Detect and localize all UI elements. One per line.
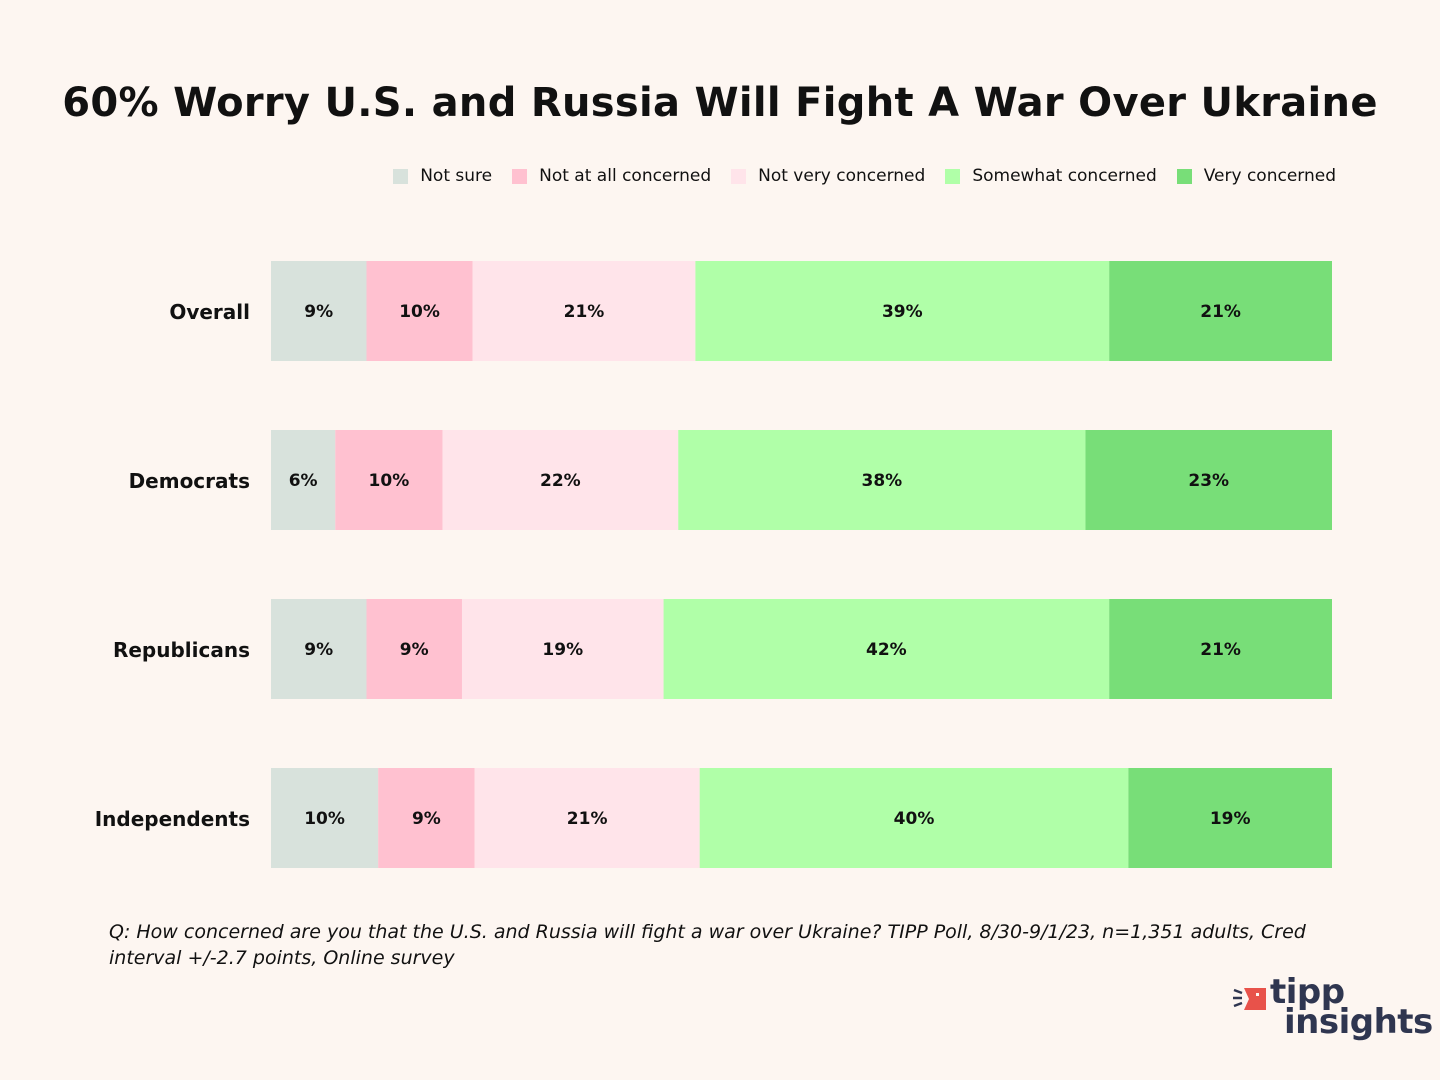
legend-item: Not very concerned: [731, 166, 925, 186]
data-label: 9%: [412, 809, 441, 829]
legend-swatch: [945, 168, 961, 184]
bar-segment: [474, 768, 700, 868]
data-label: 19%: [542, 640, 583, 660]
legend-item: Somewhat concerned: [945, 166, 1157, 186]
logo-text-tipp: tipp: [1270, 972, 1345, 1012]
bar-segment: [472, 261, 696, 361]
data-label: 10%: [399, 302, 440, 322]
data-label: 21%: [1200, 302, 1241, 322]
data-label: 9%: [400, 640, 429, 660]
legend-swatch: [1176, 168, 1192, 184]
data-label: 22%: [540, 471, 581, 491]
legend-label: Somewhat concerned: [972, 166, 1157, 186]
legend-swatch: [731, 168, 747, 184]
bar-segment: [271, 768, 379, 868]
bar-segment: [335, 430, 443, 530]
legend: Not sure Not at all concerned Not very con…: [393, 166, 1336, 186]
data-label: 9%: [304, 302, 333, 322]
data-label: 6%: [289, 471, 318, 491]
data-label: 40%: [894, 809, 935, 829]
legend-item: Not sure: [393, 166, 492, 186]
legend-swatch: [512, 168, 528, 184]
bar-segment: [366, 599, 462, 699]
bar-segment: [366, 261, 473, 361]
bar-segment: [1109, 599, 1332, 699]
data-label: 9%: [304, 640, 333, 660]
megaphone-icon: [1233, 988, 1266, 1010]
legend-label: Very concerned: [1203, 166, 1336, 186]
data-label: 21%: [567, 809, 608, 829]
data-label: 19%: [1210, 809, 1251, 829]
bar-segment: [461, 599, 664, 699]
data-label: 21%: [564, 302, 605, 322]
footnote: Q: How concerned are you that the U.S. a…: [109, 921, 1306, 969]
bar-segment: [271, 599, 367, 699]
data-label: 10%: [304, 809, 345, 829]
bar-segment: [699, 768, 1129, 868]
legend-item: Very concerned: [1176, 166, 1336, 186]
category-label: Democrats: [129, 469, 250, 493]
bar-segment: [1109, 261, 1332, 361]
bar-segment: [663, 599, 1110, 699]
tipp-insights-logo: tipp insights: [1232, 972, 1433, 1048]
bar-segment: [678, 430, 1086, 530]
legend-swatch: [393, 168, 409, 184]
legend-item: Not at all concerned: [512, 166, 711, 186]
data-label: 21%: [1200, 640, 1241, 660]
legend-label: Not very concerned: [758, 166, 926, 186]
bar-segment: [442, 430, 679, 530]
bar-segment: [271, 261, 367, 361]
legend-label: Not at all concerned: [539, 166, 712, 186]
bar-segment: [271, 430, 336, 530]
data-label: 23%: [1188, 471, 1229, 491]
bar-segment: [1128, 768, 1332, 868]
bar-segment: [1085, 430, 1332, 530]
bar-segment: [378, 768, 475, 868]
legend-label: Not sure: [420, 166, 493, 186]
chart-title: 60% Worry U.S. and Russia Will Fight A W…: [62, 80, 1378, 126]
category-label: Republicans: [113, 638, 250, 662]
data-label: 38%: [862, 471, 903, 491]
bar-segment: [695, 261, 1110, 361]
category-label: Overall: [169, 300, 250, 324]
logo-text-insights: insights: [1284, 1002, 1433, 1042]
data-label: 10%: [369, 471, 410, 491]
category-label: Independents: [95, 807, 250, 831]
data-label: 42%: [866, 640, 907, 660]
data-label: 39%: [882, 302, 923, 322]
